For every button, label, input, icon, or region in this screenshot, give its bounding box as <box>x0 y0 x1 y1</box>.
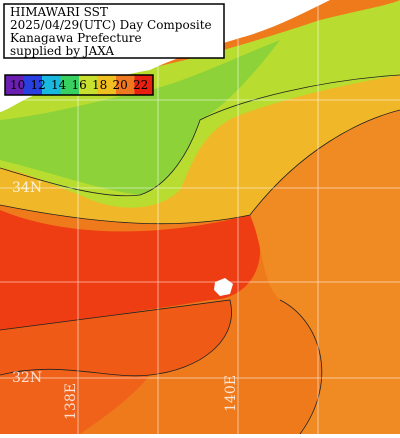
header-line: 2025/04/29(UTC) Day Composite <box>10 18 212 32</box>
colorbar-swatch <box>97 75 117 95</box>
colorbar-label: 18 <box>92 78 107 92</box>
green-zone-inner <box>0 40 280 195</box>
header-line: HIMAWARI SST <box>10 5 108 19</box>
colorbar-label: 20 <box>113 78 128 92</box>
colorbar-swatch <box>134 75 154 95</box>
island <box>214 278 233 296</box>
colorbar-swatch <box>42 75 61 95</box>
colorbar-swatch <box>5 75 24 95</box>
header-line: Kanagawa Prefecture <box>10 31 142 45</box>
lon-label: 138E <box>63 383 79 420</box>
colorbar: 10 12 14 16 18 20 22 <box>4 74 154 96</box>
colorbar-swatch <box>23 75 43 95</box>
header-line: supplied by JAXA <box>10 44 114 58</box>
lat-label: 34N <box>12 180 42 196</box>
header-box <box>3 3 225 59</box>
colorbar-label: 14 <box>51 78 67 92</box>
colorbar-label: 16 <box>72 78 87 92</box>
contour <box>0 299 232 377</box>
colorbar-swatch <box>116 75 135 95</box>
contour <box>0 109 400 225</box>
cool-right <box>250 110 400 434</box>
colorbar-label: 10 <box>10 78 25 92</box>
warm-band <box>0 210 261 330</box>
contour <box>279 299 323 435</box>
warm-band-lower <box>0 300 232 376</box>
colorbar-label: 12 <box>31 78 46 92</box>
colorbar-frame <box>4 74 154 96</box>
warm-band-edge <box>0 369 150 434</box>
lat-label: 32N <box>12 370 42 386</box>
colorbar-swatch <box>60 75 80 95</box>
colorbar-swatch <box>79 75 98 95</box>
colorbar-label: 22 <box>133 78 148 92</box>
lon-label: 140E <box>223 375 239 412</box>
